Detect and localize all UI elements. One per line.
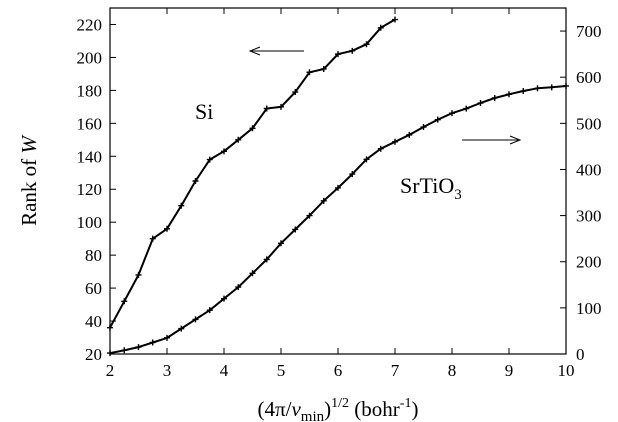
data-point-si bbox=[235, 136, 242, 143]
data-point-srtio3 bbox=[534, 85, 541, 92]
data-point-si bbox=[320, 65, 327, 72]
y-left-tick-label: 100 bbox=[77, 213, 103, 232]
data-point-srtio3 bbox=[377, 145, 384, 152]
ticks-layer: 2 3 4 5 6 7 8 9 10 20 40 60 80 100 120 140 160 180 200 220 0… bbox=[77, 8, 602, 380]
y-right-tick-label: 600 bbox=[576, 68, 602, 87]
x-tick-label: 10 bbox=[558, 361, 575, 380]
y-right-tick-label: 100 bbox=[576, 299, 602, 318]
arrow-to-left-axis bbox=[248, 46, 304, 56]
data-point-srtio3 bbox=[292, 226, 299, 233]
data-point-srtio3 bbox=[149, 339, 156, 346]
y-left-tick-label: 120 bbox=[77, 180, 103, 199]
data-point-si bbox=[121, 298, 128, 305]
data-point-srtio3 bbox=[320, 197, 327, 204]
data-point-srtio3 bbox=[392, 138, 398, 145]
y-right-tick-label: 500 bbox=[576, 114, 602, 133]
data-point-srtio3 bbox=[235, 284, 242, 291]
data-point-si bbox=[263, 105, 270, 112]
y-axis-title: Rank of W bbox=[17, 134, 41, 226]
data-point-si bbox=[377, 24, 384, 31]
data-point-srtio3 bbox=[434, 116, 441, 123]
data-point-si bbox=[192, 178, 199, 184]
data-point-si bbox=[164, 225, 170, 232]
data-point-srtio3 bbox=[306, 212, 313, 219]
data-point-srtio3 bbox=[548, 84, 555, 91]
x-tick-label: 9 bbox=[505, 361, 514, 380]
x-axis-title: (4π/vmin)1/2 (bohr-1) bbox=[258, 396, 419, 422]
data-point-srtio3 bbox=[563, 82, 569, 89]
x-tick-label: 8 bbox=[448, 361, 457, 380]
x-tick-label: 6 bbox=[334, 361, 343, 380]
series-si bbox=[107, 16, 398, 331]
series-label-si: Si bbox=[195, 99, 213, 124]
data-point-si bbox=[107, 324, 113, 331]
y-right-tick-label: 200 bbox=[576, 253, 602, 272]
y-right-tick-label: 700 bbox=[576, 22, 602, 41]
data-point-srtio3 bbox=[221, 295, 227, 302]
data-point-si bbox=[349, 47, 356, 54]
data-point-srtio3 bbox=[263, 256, 270, 263]
y-right-tick-label: 300 bbox=[576, 207, 602, 226]
data-point-srtio3 bbox=[506, 91, 512, 98]
x-tick-label: 5 bbox=[277, 361, 286, 380]
arrow-to-right-axis bbox=[462, 135, 522, 145]
data-point-si bbox=[249, 125, 256, 132]
data-point-srtio3 bbox=[520, 88, 527, 95]
y-left-tick-label: 80 bbox=[85, 246, 102, 265]
data-point-srtio3 bbox=[477, 100, 484, 107]
data-point-srtio3 bbox=[491, 94, 498, 101]
data-point-si bbox=[278, 103, 284, 110]
data-point-srtio3 bbox=[420, 124, 427, 131]
data-point-srtio3 bbox=[335, 184, 341, 191]
data-point-srtio3 bbox=[121, 347, 128, 354]
data-point-srtio3 bbox=[449, 110, 455, 117]
series-srtio3 bbox=[107, 82, 569, 357]
data-point-srtio3 bbox=[178, 325, 185, 332]
y-left-tick-label: 200 bbox=[77, 48, 103, 67]
x-tick-label: 3 bbox=[163, 361, 172, 380]
data-point-srtio3 bbox=[278, 240, 284, 247]
x-tick-label: 7 bbox=[391, 361, 400, 380]
y-right-tick-label: 0 bbox=[576, 345, 585, 364]
series-layer bbox=[107, 16, 569, 357]
data-point-si bbox=[306, 69, 313, 76]
data-point-si bbox=[363, 41, 370, 48]
data-point-srtio3 bbox=[363, 156, 370, 163]
data-point-srtio3 bbox=[249, 270, 256, 277]
data-point-si bbox=[335, 51, 341, 58]
data-point-si bbox=[135, 271, 142, 278]
data-point-si bbox=[206, 156, 213, 163]
y-left-tick-label: 20 bbox=[85, 345, 102, 364]
y-left-tick-label: 180 bbox=[77, 81, 103, 100]
x-tick-label: 4 bbox=[220, 361, 229, 380]
data-point-srtio3 bbox=[164, 334, 170, 341]
series-label-srtio3: SrTiO3 bbox=[400, 173, 462, 203]
y-left-tick-label: 160 bbox=[77, 114, 103, 133]
y-right-tick-label: 400 bbox=[576, 160, 602, 179]
y-left-tick-label: 60 bbox=[85, 279, 102, 298]
data-point-si bbox=[392, 16, 398, 23]
data-point-si bbox=[178, 202, 185, 209]
y-left-tick-label: 40 bbox=[85, 312, 102, 331]
series-line-srtio3 bbox=[109, 85, 567, 355]
y-left-tick-label: 220 bbox=[77, 15, 103, 34]
y-left-tick-label: 140 bbox=[77, 147, 103, 166]
data-point-si bbox=[221, 148, 227, 155]
plot-frame bbox=[109, 7, 567, 355]
data-point-srtio3 bbox=[406, 131, 413, 138]
data-point-srtio3 bbox=[463, 105, 470, 112]
data-point-si bbox=[292, 89, 299, 96]
x-tick-label: 2 bbox=[106, 361, 115, 380]
data-point-srtio3 bbox=[135, 344, 142, 351]
data-point-srtio3 bbox=[349, 171, 356, 178]
data-point-si bbox=[149, 235, 156, 242]
data-point-srtio3 bbox=[206, 307, 213, 314]
data-point-srtio3 bbox=[107, 350, 113, 357]
data-point-srtio3 bbox=[192, 316, 199, 323]
